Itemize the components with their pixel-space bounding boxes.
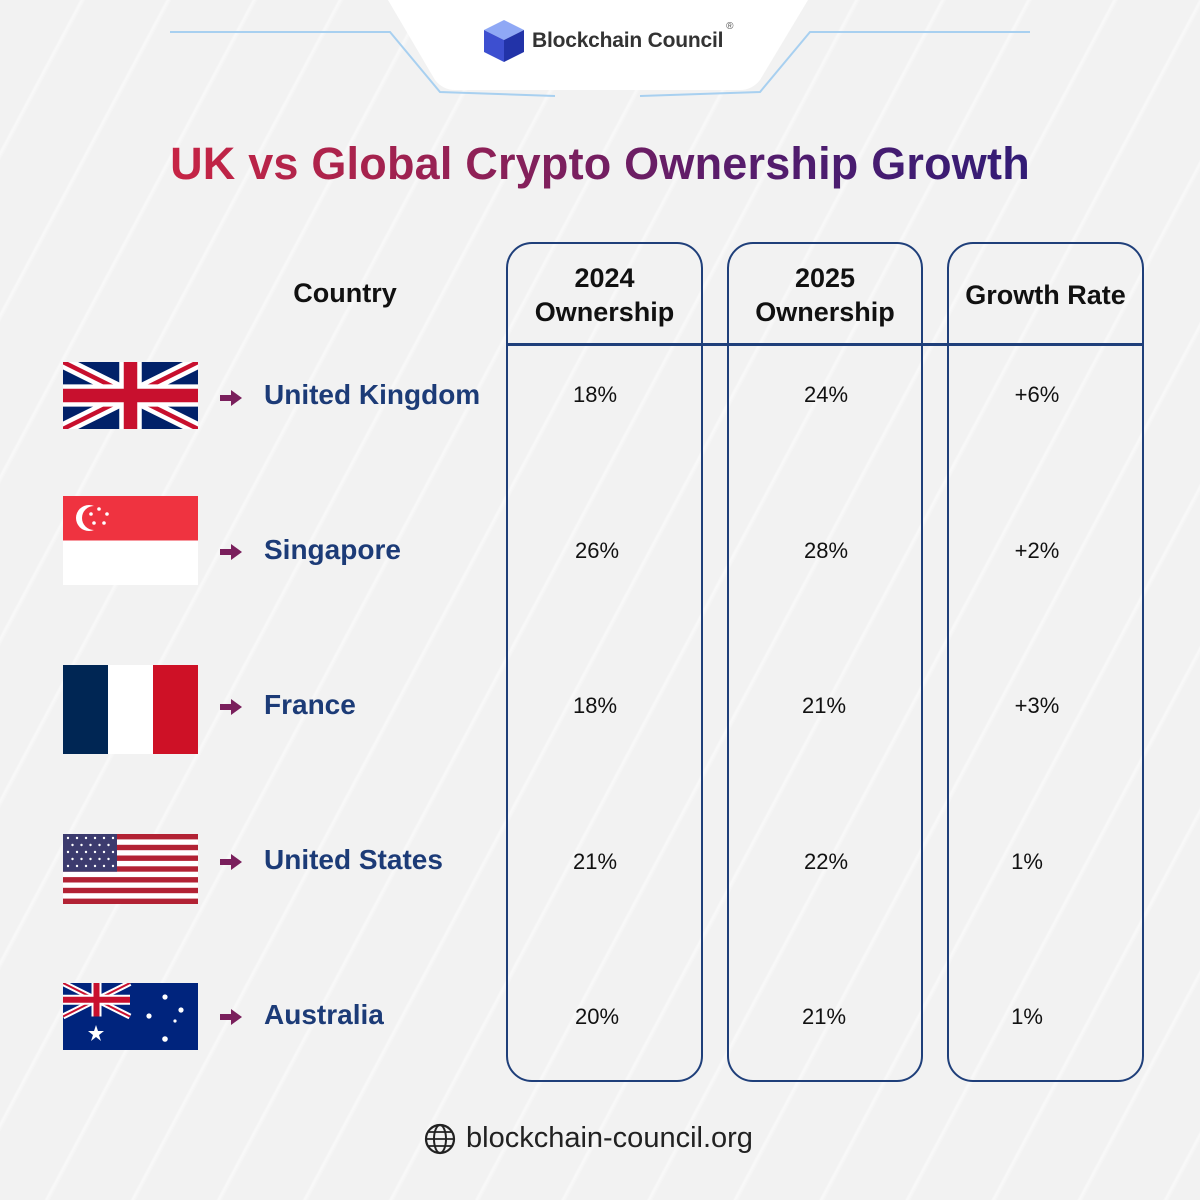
- australia-flag-icon: [63, 983, 198, 1050]
- column-header-2024: 2024 Ownership: [534, 263, 675, 327]
- column-header-country: Country: [293, 278, 397, 308]
- country-name: France: [264, 689, 356, 720]
- country-name: United States: [264, 844, 443, 875]
- value-growth: +6%: [1014, 382, 1060, 407]
- arrow-right-icon: [220, 1009, 242, 1025]
- table-row: Singapore 26% 28% +2%: [0, 496, 1200, 586]
- france-flag-icon: [63, 665, 198, 754]
- arrow-right-icon: [220, 699, 242, 715]
- country-name: Australia: [264, 999, 384, 1030]
- value-growth: 1%: [1011, 1004, 1043, 1029]
- value-2024: 26%: [574, 538, 620, 563]
- table-row: United Kingdom 18% 24% +6%: [0, 350, 1200, 440]
- column-2025-frame: [727, 242, 923, 1082]
- column-header-2025: 2025 Ownership: [755, 263, 895, 327]
- brand-name: Blockchain Council ®: [532, 21, 734, 52]
- chart-title: UK vs Global Crypto Ownership Growth: [0, 138, 1200, 190]
- brand-logo: Blockchain Council ®: [482, 18, 734, 64]
- column-growth-frame: [947, 242, 1144, 1082]
- uk-flag-icon: [63, 362, 198, 429]
- value-2025: 22%: [803, 849, 849, 874]
- country-name: Singapore: [264, 534, 401, 565]
- value-2025: 21%: [801, 1004, 847, 1029]
- value-2024: 18%: [572, 693, 618, 718]
- value-2025: 28%: [803, 538, 849, 563]
- column-2024-frame: [506, 242, 703, 1082]
- table-row: Australia 20% 21% 1%: [0, 983, 1200, 1073]
- header-divider: [506, 343, 1144, 346]
- cube-logo-icon: [484, 20, 524, 62]
- website-link[interactable]: blockchain-council.org: [466, 1122, 753, 1154]
- value-2024: 20%: [574, 1004, 620, 1029]
- arrow-right-icon: [220, 544, 242, 560]
- arrow-right-icon: [220, 854, 242, 870]
- country-name: United Kingdom: [264, 379, 481, 410]
- globe-icon: [424, 1123, 456, 1154]
- arrow-right-icon: [220, 390, 242, 406]
- table-row: France 18% 21% +3%: [0, 665, 1200, 755]
- value-growth: +2%: [1014, 538, 1060, 563]
- value-growth: 1%: [1011, 849, 1043, 874]
- value-2024: 18%: [572, 382, 618, 407]
- value-2025: 24%: [803, 382, 849, 407]
- singapore-flag-icon: [63, 496, 198, 585]
- value-2024: 21%: [572, 849, 618, 874]
- column-header-growth: Growth Rate: [965, 280, 1126, 310]
- website-footer[interactable]: blockchain-council.org: [424, 1122, 753, 1155]
- header-frame: [170, 0, 1030, 97]
- us-flag-icon: [63, 834, 198, 904]
- value-growth: +3%: [1014, 693, 1060, 718]
- value-2025: 21%: [801, 693, 847, 718]
- table-row: United States 21% 22% 1%: [0, 834, 1200, 924]
